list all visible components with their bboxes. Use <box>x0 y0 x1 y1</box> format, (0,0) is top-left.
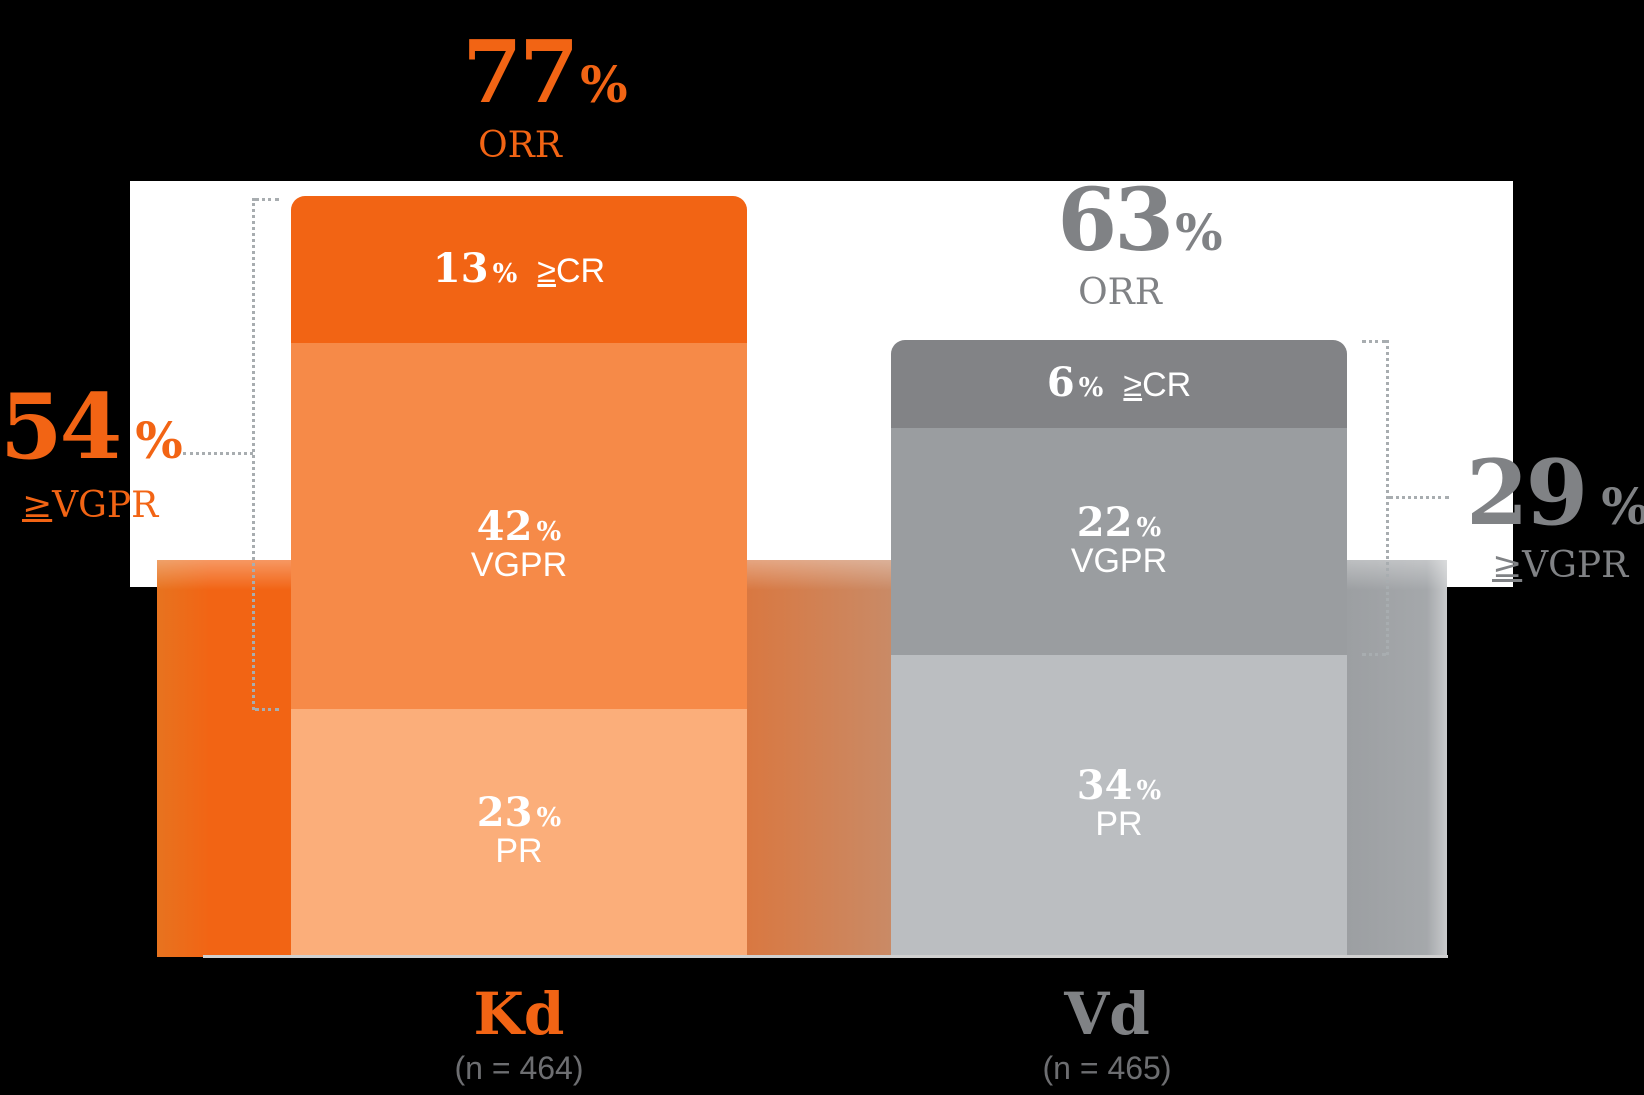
vd-cr-pct: % <box>1078 373 1104 404</box>
kd-bracket-spine <box>252 198 255 710</box>
vd-pr-pct: % <box>1136 776 1162 807</box>
kd-stacked-bar: 13 % ≥CR 42 % VGPR 23 % PR <box>291 196 747 955</box>
vd-vgpr-plus-callout: 29 % <box>1466 448 1644 538</box>
kd-vgpr-plus-value: 54 <box>0 374 122 480</box>
vd-bracket-top <box>1362 340 1386 343</box>
vd-segment-cr: 6 % ≥CR <box>891 340 1347 428</box>
kd-segment-vgpr: 42 % VGPR <box>291 343 747 709</box>
vd-vgpr-plus-pct: % <box>1601 477 1644 536</box>
decorative-band-middle <box>747 560 891 957</box>
decorative-band-left <box>157 560 291 957</box>
vd-vgpr-pct: % <box>1136 512 1162 543</box>
vd-orr-label: ORR <box>1078 272 1162 313</box>
kd-vgpr-pct: % <box>536 517 562 548</box>
kd-orr-value: 77 <box>462 22 579 123</box>
kd-cr-label: ≥CR <box>537 251 606 290</box>
kd-orr-label: ORR <box>478 125 562 166</box>
vd-bracket-leader <box>1389 496 1449 499</box>
x-axis-baseline <box>203 955 1448 958</box>
kd-bracket-leader <box>183 452 253 455</box>
vd-vgpr-plus-label: ≥VGPR <box>1492 545 1629 586</box>
vd-stacked-bar: 6 % ≥CR 22 % VGPR 34 % PR <box>891 340 1347 955</box>
vd-category-label: Vd <box>1064 980 1150 1048</box>
vd-segment-pr: 34 % PR <box>891 655 1347 955</box>
vd-bracket-bottom <box>1362 653 1386 656</box>
vd-cr-label: ≥CR <box>1123 366 1192 405</box>
kd-bracket-bottom <box>255 708 279 711</box>
vd-vgpr-plus-value: 29 <box>1466 440 1588 546</box>
vd-pr-value: 34 <box>1076 762 1133 810</box>
kd-pr-pct: % <box>536 803 562 834</box>
kd-cr-value: 13 <box>432 244 489 292</box>
kd-vgpr-plus-callout: 54 % <box>0 382 183 472</box>
kd-pr-value: 23 <box>476 789 533 837</box>
decorative-fade <box>747 500 891 590</box>
vd-pr-label: PR <box>1095 805 1143 844</box>
vd-bracket-spine <box>1386 340 1389 655</box>
kd-category-label: Kd <box>473 980 565 1048</box>
vd-orr-pct: % <box>1175 203 1223 262</box>
kd-pr-label: PR <box>495 832 543 871</box>
decorative-fade <box>157 500 291 590</box>
vd-orr-callout: 63 % <box>1040 178 1240 264</box>
kd-orr-callout: 77 % <box>455 30 635 116</box>
kd-vgpr-value: 42 <box>476 503 533 551</box>
kd-segment-pr: 23 % PR <box>291 709 747 955</box>
kd-vgpr-plus-pct: % <box>135 411 183 470</box>
vd-vgpr-value: 22 <box>1076 498 1133 546</box>
vd-orr-value: 63 <box>1057 170 1174 271</box>
vd-segment-vgpr: 22 % VGPR <box>891 428 1347 655</box>
decorative-band-right <box>1347 560 1447 957</box>
kd-vgpr-label: VGPR <box>470 546 568 585</box>
vd-vgpr-label: VGPR <box>1070 541 1168 580</box>
kd-n-label: (n = 464) <box>454 1050 584 1086</box>
kd-vgpr-plus-label: ≥VGPR <box>22 485 159 526</box>
kd-segment-cr: 13 % ≥CR <box>291 196 747 343</box>
vd-n-label: (n = 465) <box>1042 1050 1172 1086</box>
decorative-fade <box>1347 500 1447 590</box>
kd-cr-pct: % <box>492 258 518 289</box>
kd-bracket-top <box>255 198 279 201</box>
vd-cr-value: 6 <box>1046 359 1075 407</box>
kd-orr-pct: % <box>580 55 628 114</box>
